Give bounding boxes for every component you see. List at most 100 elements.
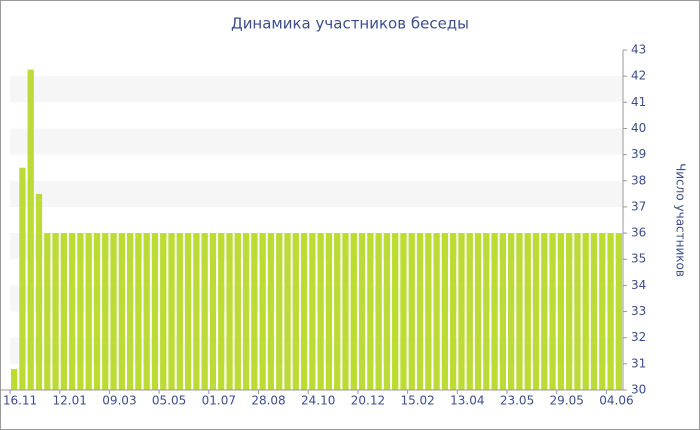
- bar: [110, 233, 117, 390]
- bar: [524, 233, 531, 390]
- x-tick-label: 09.03: [102, 394, 136, 408]
- bar: [416, 233, 424, 390]
- x-tick-label: 23.05: [500, 394, 534, 408]
- bar: [342, 233, 349, 390]
- bar: [317, 233, 324, 390]
- grid-band: [10, 233, 623, 260]
- bar: [309, 233, 316, 390]
- bar: [474, 233, 482, 390]
- bar: [168, 233, 175, 390]
- bar: [358, 233, 366, 390]
- bar: [441, 233, 449, 390]
- bar: [126, 233, 134, 390]
- bar: [450, 233, 457, 390]
- x-tick-label: 13.04: [450, 394, 484, 408]
- bar: [93, 233, 101, 390]
- x-tick-label: 28.08: [251, 394, 285, 408]
- chart-title: Динамика участников беседы: [231, 15, 469, 33]
- bar: [557, 233, 565, 390]
- bar: [60, 233, 67, 390]
- bar: [218, 233, 225, 390]
- grid-band: [10, 180, 623, 207]
- x-tick-label: 05.05: [152, 394, 186, 408]
- bar: [532, 233, 540, 390]
- bar: [350, 233, 357, 390]
- bar: [508, 233, 515, 390]
- bar: [135, 233, 142, 390]
- bar: [226, 233, 233, 390]
- x-tick-label: 01.07: [202, 394, 236, 408]
- bar: [242, 233, 250, 390]
- bar: [68, 233, 76, 390]
- bar: [77, 233, 84, 390]
- bar: [367, 233, 374, 390]
- bar: [184, 233, 192, 390]
- y-tick-label: 31: [631, 356, 646, 370]
- bar: [433, 233, 440, 390]
- grid-band: [10, 76, 623, 103]
- x-tick-label: 29.05: [550, 394, 584, 408]
- bar: [566, 233, 573, 390]
- x-tick-label: 12.01: [53, 394, 87, 408]
- bar: [118, 233, 125, 390]
- bar: [251, 233, 258, 390]
- y-tick-label: 33: [631, 304, 646, 318]
- bar: [276, 233, 283, 390]
- y-tick-label: 39: [631, 147, 646, 161]
- bar: [300, 233, 308, 390]
- bar: [458, 233, 465, 390]
- bar: [400, 233, 407, 390]
- y-tick-label: 37: [631, 199, 646, 213]
- bar: [590, 233, 598, 390]
- bar: [466, 233, 473, 390]
- bar: [375, 233, 382, 390]
- bar: [201, 233, 208, 390]
- bar: [615, 233, 622, 390]
- bar: [284, 233, 291, 390]
- bar: [582, 233, 589, 390]
- bar: [27, 69, 34, 390]
- y-tick-label: 36: [631, 226, 646, 240]
- bar: [234, 233, 241, 390]
- y-tick-label: 38: [631, 173, 646, 187]
- x-tick-label: 04.06: [599, 394, 633, 408]
- bar: [483, 233, 490, 390]
- bar: [102, 233, 109, 390]
- bar: [541, 233, 548, 390]
- bar: [193, 233, 200, 390]
- bar: [599, 233, 606, 390]
- bar: [292, 233, 299, 390]
- y-tick-label: 32: [631, 330, 646, 344]
- bar: [44, 233, 51, 390]
- bar: [209, 233, 217, 390]
- grid-band: [10, 337, 623, 364]
- bar: [392, 233, 399, 390]
- y-tick-label: 40: [631, 121, 646, 135]
- y-tick-label: 43: [631, 43, 646, 57]
- bar: [549, 233, 556, 390]
- bar: [574, 233, 581, 390]
- bar: [334, 233, 341, 390]
- bar: [383, 233, 391, 390]
- bar: [325, 233, 333, 390]
- bar: [143, 233, 150, 390]
- y-tick-label: 34: [631, 278, 646, 292]
- y-tick-label: 30: [631, 383, 646, 397]
- grid-band: [10, 285, 623, 312]
- y-axis-title: Число участников: [674, 163, 688, 277]
- bar: [491, 233, 498, 390]
- x-tick-label: 15.02: [400, 394, 434, 408]
- bar: [85, 233, 92, 390]
- y-tick-label: 42: [631, 69, 646, 83]
- bar: [52, 233, 59, 390]
- bar: [408, 233, 415, 390]
- x-tick-label: 24.10: [301, 394, 335, 408]
- x-tick-label: 16.11: [3, 394, 37, 408]
- bar: [267, 233, 275, 390]
- y-tick-label: 41: [631, 95, 646, 109]
- x-tick-label: 20.12: [351, 394, 385, 408]
- y-tick-label: 35: [631, 252, 646, 266]
- grid-band: [10, 128, 623, 155]
- bar: [11, 369, 18, 390]
